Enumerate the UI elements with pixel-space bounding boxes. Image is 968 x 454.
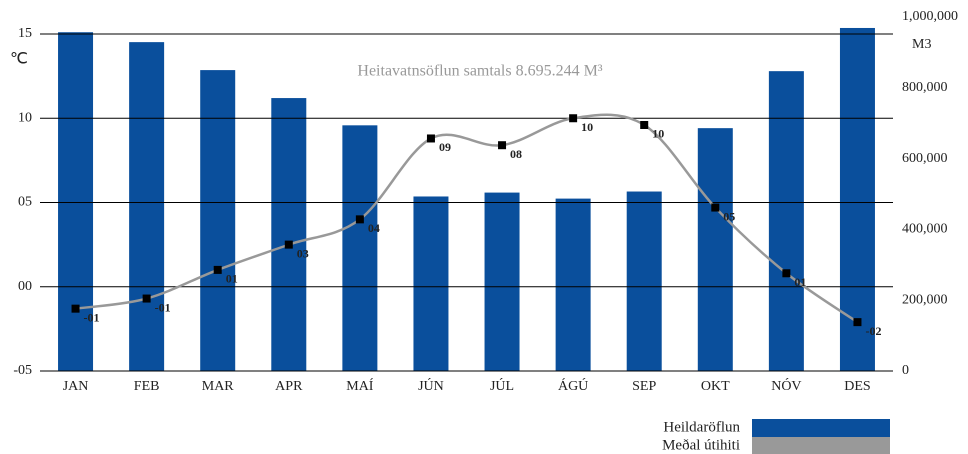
data-label: 03	[297, 246, 309, 260]
legend-swatch	[752, 419, 890, 437]
x-tick-label: ÁGÚ	[558, 377, 588, 394]
data-label: 05	[723, 209, 735, 223]
marker	[711, 203, 720, 212]
x-tick-label: JAN	[63, 379, 89, 394]
marker	[355, 215, 364, 224]
bar	[484, 192, 520, 371]
y-tick-label: 05	[18, 195, 32, 210]
x-tick-label: FEB	[134, 379, 160, 394]
y-axis-label: ℃	[10, 51, 28, 68]
data-label: -02	[865, 324, 881, 338]
x-tick-label: SEP	[632, 379, 656, 394]
marker	[426, 134, 435, 143]
x-tick-label: OKT	[701, 379, 730, 394]
chart-title: Heitavatnsöflun samtals 8.695.244 M³	[357, 63, 602, 80]
data-label: 10	[581, 120, 593, 134]
marker	[782, 269, 791, 278]
marker	[498, 141, 507, 150]
data-label: 08	[510, 147, 522, 161]
marker	[284, 240, 293, 249]
legend-label: Heildaröflun	[663, 419, 740, 435]
marker	[71, 304, 80, 313]
y-tick-label: 10	[18, 110, 32, 125]
legend-swatch	[752, 437, 890, 454]
bar	[271, 98, 307, 371]
legend-label: Meðal útihiti	[662, 437, 740, 453]
x-tick-label: MAR	[202, 379, 235, 394]
bar	[555, 198, 591, 371]
x-tick-label: JÚL	[490, 377, 514, 394]
y2-tick-label: 400,000	[902, 222, 948, 237]
marker	[853, 318, 862, 327]
data-label: 01	[226, 272, 238, 286]
y-tick-label: 15	[18, 26, 32, 41]
bar	[342, 125, 378, 371]
y2-tick-label: 600,000	[902, 151, 948, 166]
x-tick-label: DES	[844, 379, 870, 394]
y2-axis-label: M3	[912, 37, 931, 52]
data-label: 09	[439, 140, 451, 154]
bar	[129, 42, 165, 371]
line	[75, 113, 859, 324]
y2-tick-label: 800,000	[902, 80, 948, 95]
data-label: 10	[652, 127, 664, 141]
data-label: -01	[155, 300, 171, 314]
x-tick-label: MAÍ	[346, 377, 374, 394]
marker	[569, 114, 578, 123]
y2-tick-label: 1,000,000	[902, 9, 958, 24]
data-label: 01	[794, 275, 806, 289]
marker	[142, 294, 151, 303]
y-tick-label: 00	[18, 279, 32, 294]
bar	[626, 191, 662, 371]
bar	[697, 128, 733, 371]
bar	[413, 196, 449, 371]
y-tick-label: -05	[13, 363, 32, 378]
y2-tick-label: 200,000	[902, 292, 948, 307]
y2-tick-label: 0	[902, 363, 909, 378]
marker	[213, 265, 222, 274]
x-tick-label: JÚN	[418, 377, 444, 394]
data-label: 04	[368, 221, 380, 235]
x-tick-label: APR	[275, 379, 303, 394]
bar	[58, 32, 94, 372]
bar	[768, 71, 804, 372]
bar	[200, 70, 236, 371]
x-tick-label: NÓV	[771, 377, 801, 394]
marker	[640, 120, 649, 129]
data-label: -01	[84, 310, 100, 324]
